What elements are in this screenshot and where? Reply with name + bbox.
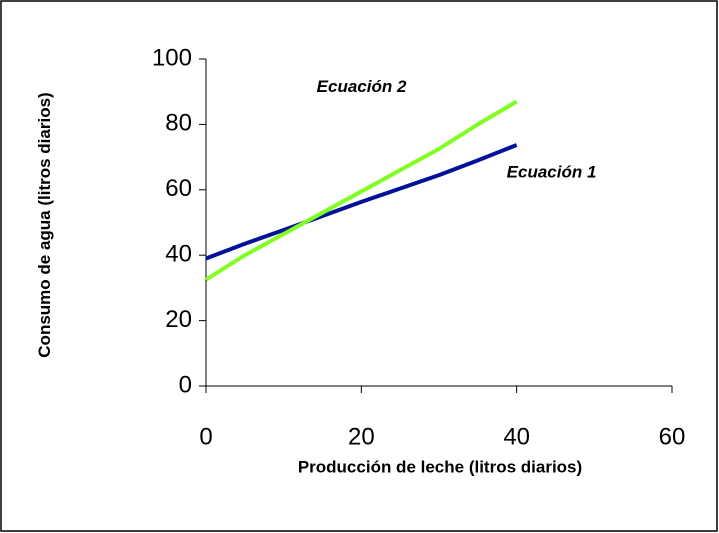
x-axis-label: Producción de leche (litros diarios) — [298, 457, 582, 476]
y-tick-label: 60 — [165, 175, 192, 202]
x-tick-label: 0 — [199, 423, 212, 450]
series-label: Ecuación 1 — [507, 162, 597, 181]
x-tick-label: 60 — [659, 423, 686, 450]
y-tick-label: 40 — [165, 241, 192, 268]
y-axis-label: Consumo de agua (litros diarios) — [35, 92, 54, 358]
y-tick-label: 100 — [152, 44, 192, 71]
y-tick-label: 20 — [165, 306, 192, 333]
series-line — [205, 143, 518, 261]
y-tick-label: 0 — [179, 371, 192, 398]
series-line — [204, 99, 518, 282]
x-tick-label: 20 — [348, 423, 375, 450]
x-tick-label: 40 — [503, 423, 530, 450]
series-label: Ecuación 2 — [317, 77, 407, 96]
y-tick-label: 80 — [165, 110, 192, 137]
